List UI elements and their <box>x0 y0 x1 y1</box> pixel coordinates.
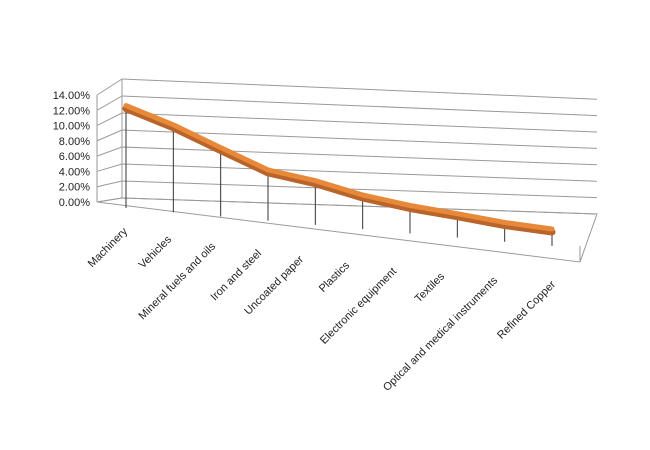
gridline-side <box>96 95 123 111</box>
y-axis-tick-labels: 0.00% 2.00% 4.00% 6.00% 8.00% 10.00% 12.00% 14.… <box>53 90 91 209</box>
x-category-label: Refined Copper <box>495 278 558 341</box>
y-tick-label: 10.00% <box>53 121 91 133</box>
gridline-side <box>96 163 123 172</box>
gridline <box>121 95 598 117</box>
chart-floor <box>96 197 598 263</box>
x-category-label: Plastics <box>317 259 353 295</box>
drop-lines <box>125 110 553 246</box>
gridline <box>121 129 598 149</box>
gridline-side <box>96 180 123 188</box>
y-tick-label: 14.00% <box>53 90 91 102</box>
gridline-side <box>96 112 123 127</box>
x-category-label: Textiles <box>413 270 448 305</box>
x-category-label: Optical and medical instruments <box>381 274 501 394</box>
series-line-path <box>123 103 555 232</box>
gridlines <box>96 78 598 215</box>
x-category-label: Machinery <box>86 225 131 270</box>
y-tick-label: 8.00% <box>59 136 90 148</box>
gridline <box>121 163 598 182</box>
y-tick-label: 12.00% <box>53 105 91 117</box>
gridline <box>121 78 598 100</box>
gridline-side <box>96 129 123 142</box>
floor-outline <box>96 197 598 263</box>
gridline <box>121 112 598 133</box>
y-tick-label: 0.00% <box>59 197 90 209</box>
gridline-side <box>96 146 123 157</box>
series-line-shadow <box>122 105 556 236</box>
gridline-side <box>96 78 123 96</box>
y-tick-label: 4.00% <box>59 166 90 178</box>
gridline <box>121 180 598 199</box>
y-tick-label: 2.00% <box>59 182 90 194</box>
y-tick-label: 6.00% <box>59 151 90 163</box>
x-category-label: Vehicles <box>137 233 175 271</box>
gridline <box>121 146 598 166</box>
series-line <box>122 103 556 236</box>
